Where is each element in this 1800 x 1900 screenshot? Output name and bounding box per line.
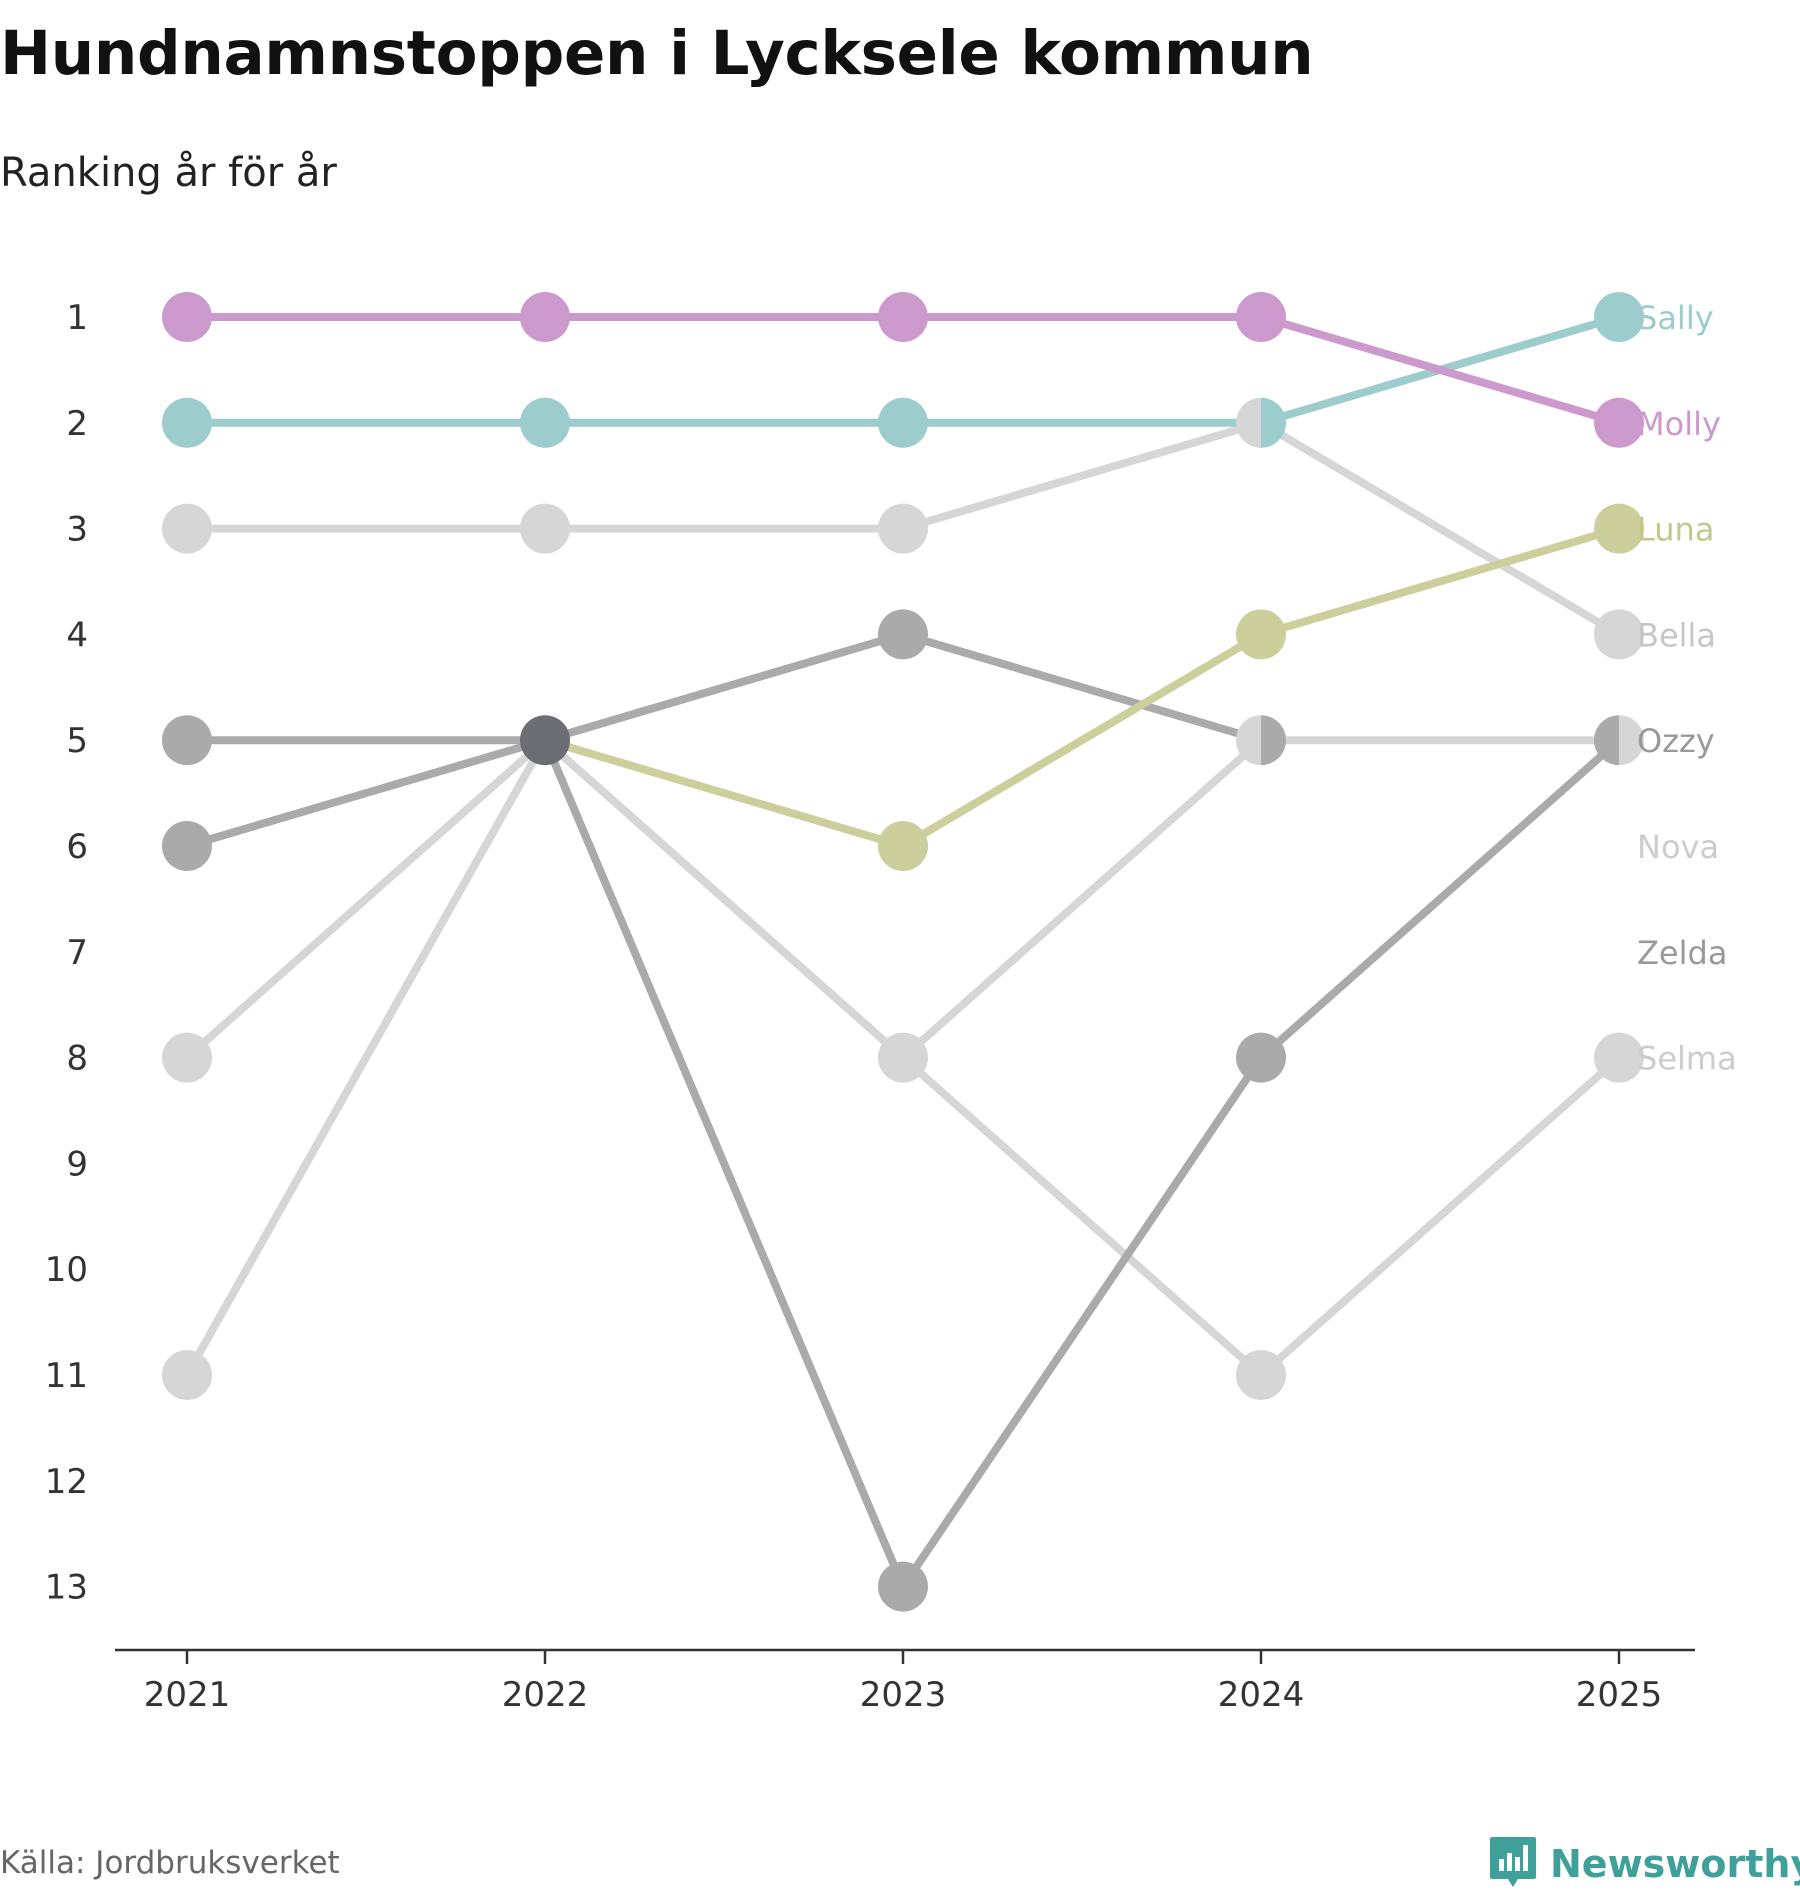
point-luna-2024 xyxy=(1236,609,1286,660)
point-molly-2024 xyxy=(1236,292,1286,342)
point-sally-2021 xyxy=(162,397,212,448)
end-label-bella: Bella xyxy=(1637,616,1716,654)
x-tick-label-2022: 2022 xyxy=(502,1675,589,1715)
chart-subtitle: Ranking år för år xyxy=(0,150,337,196)
y-tick-label-5: 5 xyxy=(66,721,88,761)
y-tick-label-7: 7 xyxy=(66,933,88,973)
series-points xyxy=(162,292,1644,1612)
brand[interactable]: Newsworthy xyxy=(1488,1835,1800,1893)
point-zelda-2023 xyxy=(878,1561,928,1612)
point-zelda-2025 xyxy=(1594,715,1619,766)
point-nova-2023 xyxy=(903,1032,928,1083)
y-tick-label-6: 6 xyxy=(66,827,88,867)
point-luna-2023 xyxy=(878,821,928,871)
end-label-ozzy: Ozzy xyxy=(1637,722,1715,760)
y-tick-label-3: 3 xyxy=(66,510,88,550)
point-nova-2024 xyxy=(1236,715,1261,766)
y-tick-label-11: 11 xyxy=(45,1356,88,1396)
y-tick-label-2: 2 xyxy=(66,404,88,444)
series-line-luna xyxy=(541,524,1623,850)
point-molly-2021 xyxy=(162,292,212,342)
brand-name: Newsworthy xyxy=(1550,1842,1800,1886)
series-line-nova xyxy=(183,736,1623,1062)
chart-title: Hundnamnstoppen i Lycksele kommun xyxy=(0,18,1314,89)
x-tick-label-2025: 2025 xyxy=(1576,1675,1663,1715)
point-sally-2024 xyxy=(1261,397,1286,448)
x-tick-label-2021: 2021 xyxy=(144,1675,231,1715)
point-selma-2025 xyxy=(1594,1032,1644,1083)
point-molly-2023 xyxy=(878,292,928,342)
source-note: Källa: Jordbruksverket xyxy=(0,1845,340,1881)
y-tick-label-10: 10 xyxy=(45,1250,88,1290)
series-line-ozzy xyxy=(183,630,1265,745)
point-sally-2022 xyxy=(520,397,570,448)
y-tick-label-13: 13 xyxy=(45,1568,88,1608)
end-label-nova: Nova xyxy=(1637,828,1719,866)
point-nova-2025 xyxy=(1619,715,1644,766)
end-labels: Sally Molly Luna Bella Ozzy Nova Zelda Selma xyxy=(1637,299,1737,1078)
point-sally-2023 xyxy=(878,397,928,448)
point-selma-2023 xyxy=(878,1032,903,1083)
y-tick-label-12: 12 xyxy=(45,1462,88,1502)
point-bella-2024 xyxy=(1236,397,1261,448)
point-molly-2022 xyxy=(520,292,570,342)
end-label-luna: Luna xyxy=(1637,511,1714,549)
x-axis: 2021 2022 2023 2024 2025 xyxy=(115,1648,1695,1715)
y-tick-label-1: 1 xyxy=(66,298,88,338)
point-sally-2025 xyxy=(1594,292,1644,342)
y-tick-label-4: 4 xyxy=(66,615,88,655)
point-selma-2021 xyxy=(162,1350,212,1400)
point-luna-2025 xyxy=(1594,503,1644,554)
end-label-selma: Selma xyxy=(1637,1040,1737,1078)
point-ozzy-2024 xyxy=(1261,715,1286,766)
point-ozzy-2021 xyxy=(162,715,212,766)
y-tick-label-9: 9 xyxy=(66,1144,88,1184)
point-bella-2023 xyxy=(878,503,928,554)
point-bella-2025 xyxy=(1594,609,1644,660)
x-tick-label-2024: 2024 xyxy=(1218,1675,1305,1715)
point-selma-2024 xyxy=(1236,1350,1286,1400)
point-ozzy-2023 xyxy=(878,609,928,660)
point-zelda-2021 xyxy=(162,821,212,871)
point-bella-2022 xyxy=(520,503,570,554)
point-zelda-2024 xyxy=(1236,1032,1286,1083)
x-tick-label-2023: 2023 xyxy=(860,1675,947,1715)
point-bella-2021 xyxy=(162,503,212,554)
newsworthy-logo-icon xyxy=(1490,1837,1536,1887)
point-molly-2025 xyxy=(1594,397,1644,448)
point-shared-rank-5-2022 xyxy=(520,715,570,766)
point-nova-2021 xyxy=(162,1032,212,1083)
end-label-sally: Sally xyxy=(1637,299,1714,337)
y-tick-label-8: 8 xyxy=(66,1039,88,1079)
end-label-zelda: Zelda xyxy=(1637,934,1727,972)
end-label-molly: Molly xyxy=(1637,405,1721,443)
